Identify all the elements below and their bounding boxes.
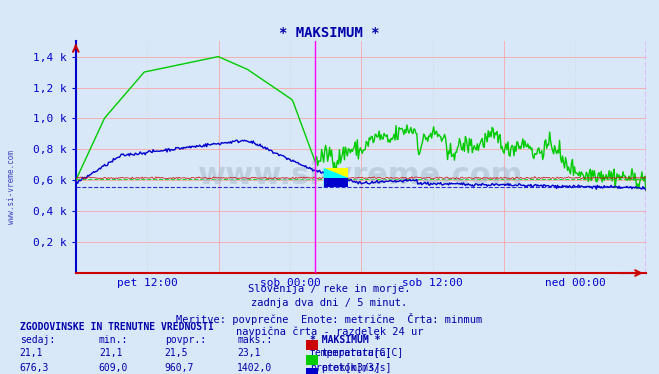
Polygon shape: [324, 168, 349, 178]
Text: * MAKSIMUM *: * MAKSIMUM *: [279, 26, 380, 40]
Text: sedaj:: sedaj:: [20, 335, 55, 345]
Text: 960,7: 960,7: [165, 363, 194, 373]
Text: www.si-vreme.com: www.si-vreme.com: [7, 150, 16, 224]
Text: navpična črta - razdelek 24 ur: navpična črta - razdelek 24 ur: [236, 327, 423, 337]
Text: pretok[m3/s]: pretok[m3/s]: [310, 363, 380, 373]
Polygon shape: [324, 178, 349, 187]
Text: 21,1: 21,1: [99, 348, 123, 358]
Text: 21,5: 21,5: [165, 348, 188, 358]
Text: 609,0: 609,0: [99, 363, 129, 373]
Text: zadnja dva dni / 5 minut.: zadnja dva dni / 5 minut.: [251, 298, 408, 309]
Text: pretok[m3/s]: pretok[m3/s]: [322, 363, 392, 373]
Text: povpr.:: povpr.:: [165, 335, 206, 345]
Text: min.:: min.:: [99, 335, 129, 345]
Text: 676,3: 676,3: [20, 363, 49, 373]
Text: * MAKSIMUM *: * MAKSIMUM *: [310, 335, 380, 345]
Text: temperatura[C]: temperatura[C]: [322, 348, 404, 358]
Text: Slovenija / reke in morje.: Slovenija / reke in morje.: [248, 284, 411, 294]
Text: ZGODOVINSKE IN TRENUTNE VREDNOSTI: ZGODOVINSKE IN TRENUTNE VREDNOSTI: [20, 322, 214, 332]
Polygon shape: [324, 168, 349, 187]
Text: www.si-vreme.com: www.si-vreme.com: [198, 161, 523, 190]
Text: temperatura[C]: temperatura[C]: [310, 348, 392, 358]
Text: Meritve: povprečne  Enote: metrične  Črta: minmum: Meritve: povprečne Enote: metrične Črta:…: [177, 313, 482, 325]
Text: maks.:: maks.:: [237, 335, 272, 345]
Text: 21,1: 21,1: [20, 348, 43, 358]
Text: 23,1: 23,1: [237, 348, 261, 358]
Text: 1402,0: 1402,0: [237, 363, 272, 373]
